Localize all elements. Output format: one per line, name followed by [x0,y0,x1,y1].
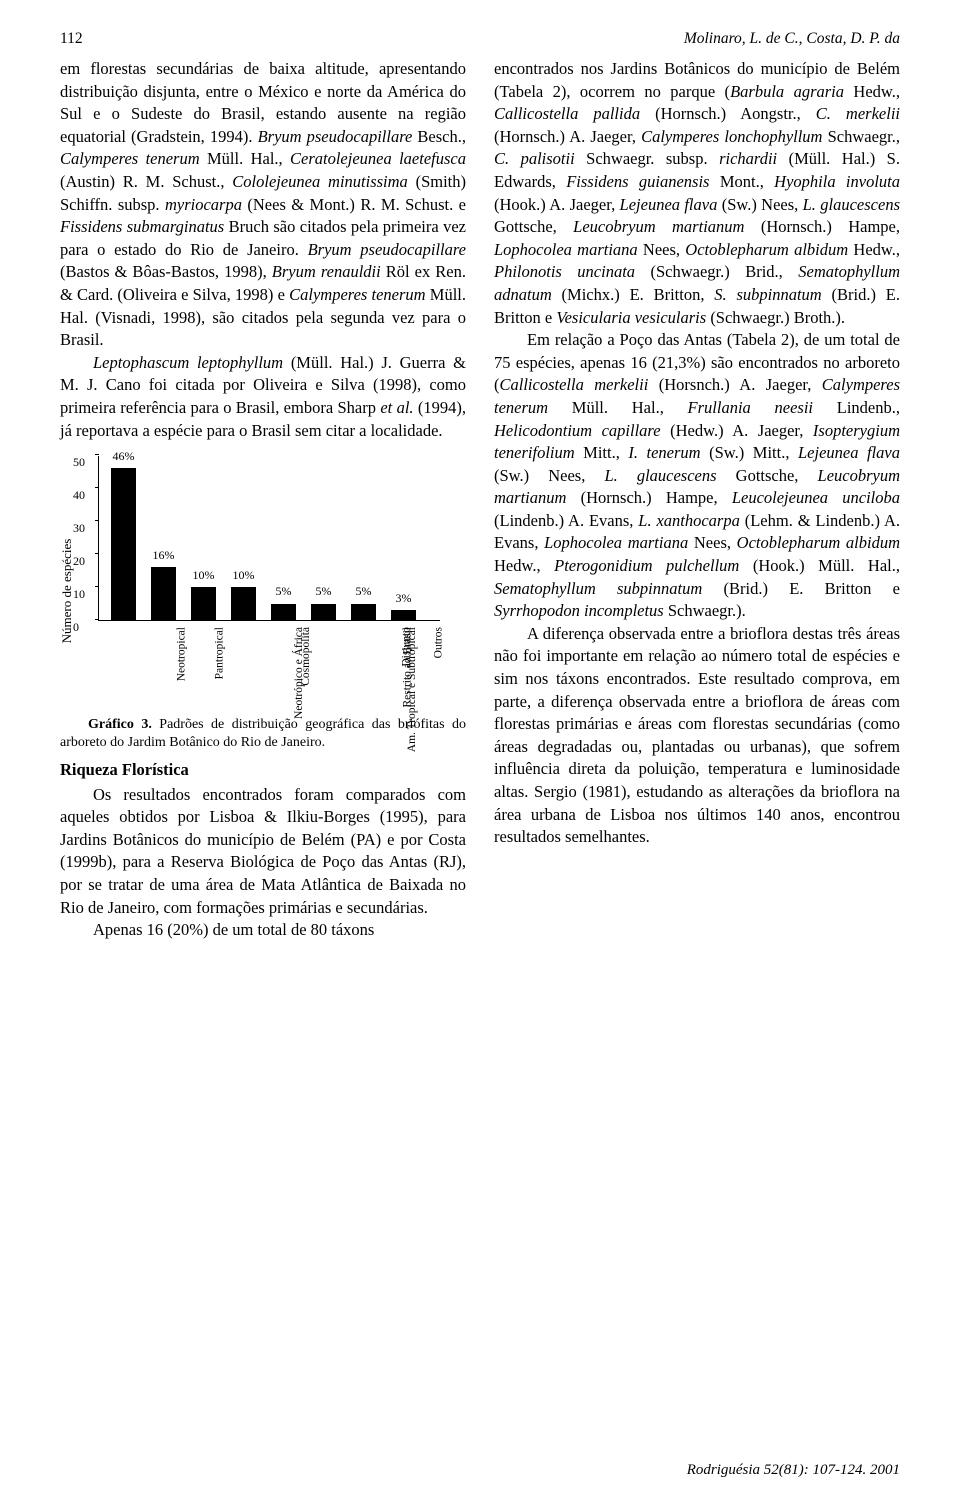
y-tick-mark [95,520,99,521]
bar [351,604,376,621]
bar-value-label: 46% [113,448,135,464]
x-category-label: Disjunto [399,627,415,667]
bar [311,604,336,621]
left-para-2: Leptophascum leptophyllum (Müll. Hal.) J… [60,352,466,442]
y-tick-mark [95,586,99,587]
y-tick-label: 20 [73,553,85,569]
x-category-label: Outros [431,627,447,658]
chart-wrap: Número de espécies 0102030405046%Neotrop… [60,456,466,751]
page-header: 112 Molinaro, L. de C., Costa, D. P. da [60,30,900,48]
y-tick-label: 40 [73,487,85,503]
bar-value-label: 5% [276,583,292,599]
right-column: encontrados nos Jardins Botânicos do mun… [494,58,900,942]
y-tick-label: 30 [73,520,85,536]
bar-chart: Número de espécies 0102030405046%Neotrop… [60,456,440,716]
page-number: 112 [60,30,83,48]
bar-value-label: 5% [316,583,332,599]
page-footer: Rodriguésia 52(81): 107-124. 2001 [687,1462,900,1479]
y-tick-label: 10 [73,586,85,602]
plot-area: 0102030405046%Neotropical16%Pantropical1… [98,456,440,621]
bar [231,587,256,620]
right-para-2: Em relação a Poço das Antas (Tabela 2), … [494,329,900,623]
bar-value-label: 3% [396,590,412,606]
x-category-label: Cosmopolita [298,627,314,686]
bar-value-label: 5% [356,583,372,599]
left-para-4: Apenas 16 (20%) de um total de 80 táxons [60,919,466,942]
author-header: Molinaro, L. de C., Costa, D. P. da [684,30,900,48]
x-category-label: Neotropical [174,627,190,681]
x-category-label: Pantropical [212,627,228,679]
section-heading: Riqueza Florística [60,759,466,782]
y-tick-mark [95,487,99,488]
bar [151,567,176,620]
bar [391,610,416,620]
bar-value-label: 16% [153,547,175,563]
y-tick-mark [95,454,99,455]
y-tick-mark [95,553,99,554]
bar [271,604,296,621]
y-tick-label: 50 [73,454,85,470]
y-tick-mark [95,619,99,620]
bar [111,468,136,620]
y-tick-label: 0 [73,619,79,635]
bar [191,587,216,620]
bar-value-label: 10% [233,567,255,583]
right-para-1: encontrados nos Jardins Botânicos do mun… [494,58,900,329]
bar-value-label: 10% [193,567,215,583]
left-para-3: Os resultados encontrados foram comparad… [60,784,466,920]
left-para-1: em florestas secundárias de baixa altitu… [60,58,466,352]
left-column: em florestas secundárias de baixa altitu… [60,58,466,942]
text-columns: em florestas secundárias de baixa altitu… [60,58,900,942]
right-para-3: A diferença observada entre a brioflora … [494,623,900,849]
